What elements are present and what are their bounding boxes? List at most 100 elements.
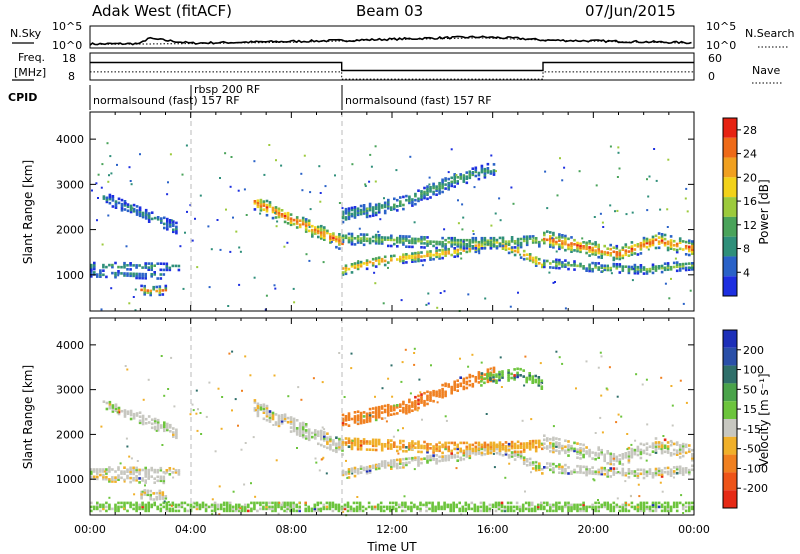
power-echo-cell (627, 265, 631, 269)
velocity-echo-cell (657, 501, 661, 505)
velocity-echo-cell (579, 467, 582, 470)
velocity-echo-cell (504, 451, 508, 454)
velocity-echo-cell (204, 507, 208, 511)
power-echo-cell (468, 245, 472, 248)
velocity-echo-cell (447, 385, 450, 388)
power-echo-cell (546, 259, 549, 263)
power-echo-cell (636, 245, 640, 248)
velocity-echo-cell (93, 507, 96, 511)
power-echo-cell (411, 200, 414, 203)
power-echo-cell (474, 236, 478, 240)
velocity-scatter-cell (322, 456, 325, 459)
velocity-echo-cell (453, 388, 456, 392)
power-echo-cell (684, 246, 688, 250)
velocity-echo-cell (645, 505, 649, 509)
power-echo-cell (531, 241, 535, 244)
velocity-echo-cell (684, 451, 688, 455)
power-echo-cell (688, 262, 691, 265)
power-echo-cell (570, 244, 573, 247)
velocity-echo-cell (522, 375, 525, 378)
power-echo-cell (621, 265, 625, 268)
velocity-echo-cell (359, 441, 363, 445)
power-echo-cell (621, 256, 625, 260)
velocity-scatter-cell (521, 419, 524, 422)
velocity-echo-cell (606, 450, 609, 453)
velocity-echo-cell (447, 454, 450, 458)
velocity-echo-cell (675, 505, 679, 509)
power-echo-cell (489, 236, 493, 240)
power-echo-cell (99, 271, 102, 274)
velocity-echo-cell (432, 458, 435, 461)
power-echo-cell (353, 216, 357, 219)
velocity-echo-cell (356, 472, 360, 475)
velocity-echo-cell (549, 443, 552, 447)
power-echo-cell (311, 228, 314, 232)
power-echo-cell (280, 209, 284, 212)
power-echo-cell (138, 276, 141, 280)
power-echo-cell (477, 249, 481, 253)
velocity-echo-cell (271, 507, 274, 511)
velocity-scatter-cell (524, 355, 527, 358)
velocity-echo-cell (371, 440, 375, 444)
velocity-echo-cell (414, 446, 417, 449)
velocity-echo-cell (585, 507, 588, 511)
power-echo-cell (504, 242, 508, 245)
power-echo-cell (612, 256, 616, 260)
velocity-echo-cell (530, 503, 534, 507)
velocity-echo-cell (597, 468, 600, 472)
power-echo-cell (438, 192, 441, 195)
velocity-echo-cell (633, 452, 637, 456)
velocity-echo-cell (675, 467, 679, 471)
velocity-echo-cell (681, 503, 685, 507)
power-echo-cell (283, 216, 287, 220)
velocity-echo-cell (159, 479, 163, 483)
velocity-echo-cell (117, 468, 120, 471)
velocity-echo-cell (289, 422, 293, 425)
velocity-echo-cell (516, 444, 520, 448)
velocity-echo-cell (259, 501, 262, 505)
velocity-echo-cell (476, 509, 480, 513)
power-echo-cell (262, 208, 266, 211)
velocity-echo-cell (335, 450, 338, 454)
velocity-echo-cell (120, 470, 123, 473)
velocity-echo-cell (371, 415, 375, 418)
velocity-echo-cell (286, 420, 290, 424)
velocity-echo-cell (501, 454, 505, 457)
velocity-echo-cell (150, 426, 154, 430)
velocity-echo-cell (465, 451, 469, 454)
power-echo-cell (126, 272, 129, 275)
velocity-echo-cell (368, 417, 372, 421)
velocity-echo-cell (591, 507, 594, 511)
velocity-echo-cell (636, 507, 640, 511)
velocity-echo-cell (663, 509, 667, 513)
velocity-echo-cell (262, 505, 265, 509)
power-echo-cell (335, 237, 338, 241)
velocity-echo-cell (525, 444, 529, 447)
power-echo-cell (414, 239, 417, 243)
velocity-echo-cell (410, 509, 413, 513)
power-echo-cell (570, 264, 573, 267)
power-echo-cell (691, 252, 694, 255)
power-echo-cell (126, 268, 129, 271)
velocity-scatter-cell (252, 436, 255, 439)
velocity-echo-cell (304, 431, 308, 434)
velocity-ytick-label: 3000 (56, 384, 84, 397)
velocity-echo-cell (480, 374, 484, 377)
velocity-echo-cell (576, 505, 579, 509)
power-echo-cell (359, 210, 363, 214)
power-echo-cell (347, 236, 351, 240)
power-echo-cell (298, 223, 302, 227)
velocity-echo-cell (474, 451, 478, 454)
velocity-echo-cell (482, 501, 486, 505)
velocity-scatter-cell (317, 508, 320, 511)
velocity-echo-cell (301, 425, 305, 429)
power-echo-cell (356, 235, 360, 238)
power-echo-cell (486, 162, 490, 166)
velocity-echo-cell (579, 471, 582, 474)
velocity-echo-cell (435, 390, 438, 394)
velocity-echo-cell (441, 443, 444, 447)
velocity-echo-cell (292, 425, 296, 429)
power-scatter-cell (519, 253, 522, 256)
power-echo-cell (522, 249, 526, 253)
velocity-echo-cell (468, 447, 472, 451)
